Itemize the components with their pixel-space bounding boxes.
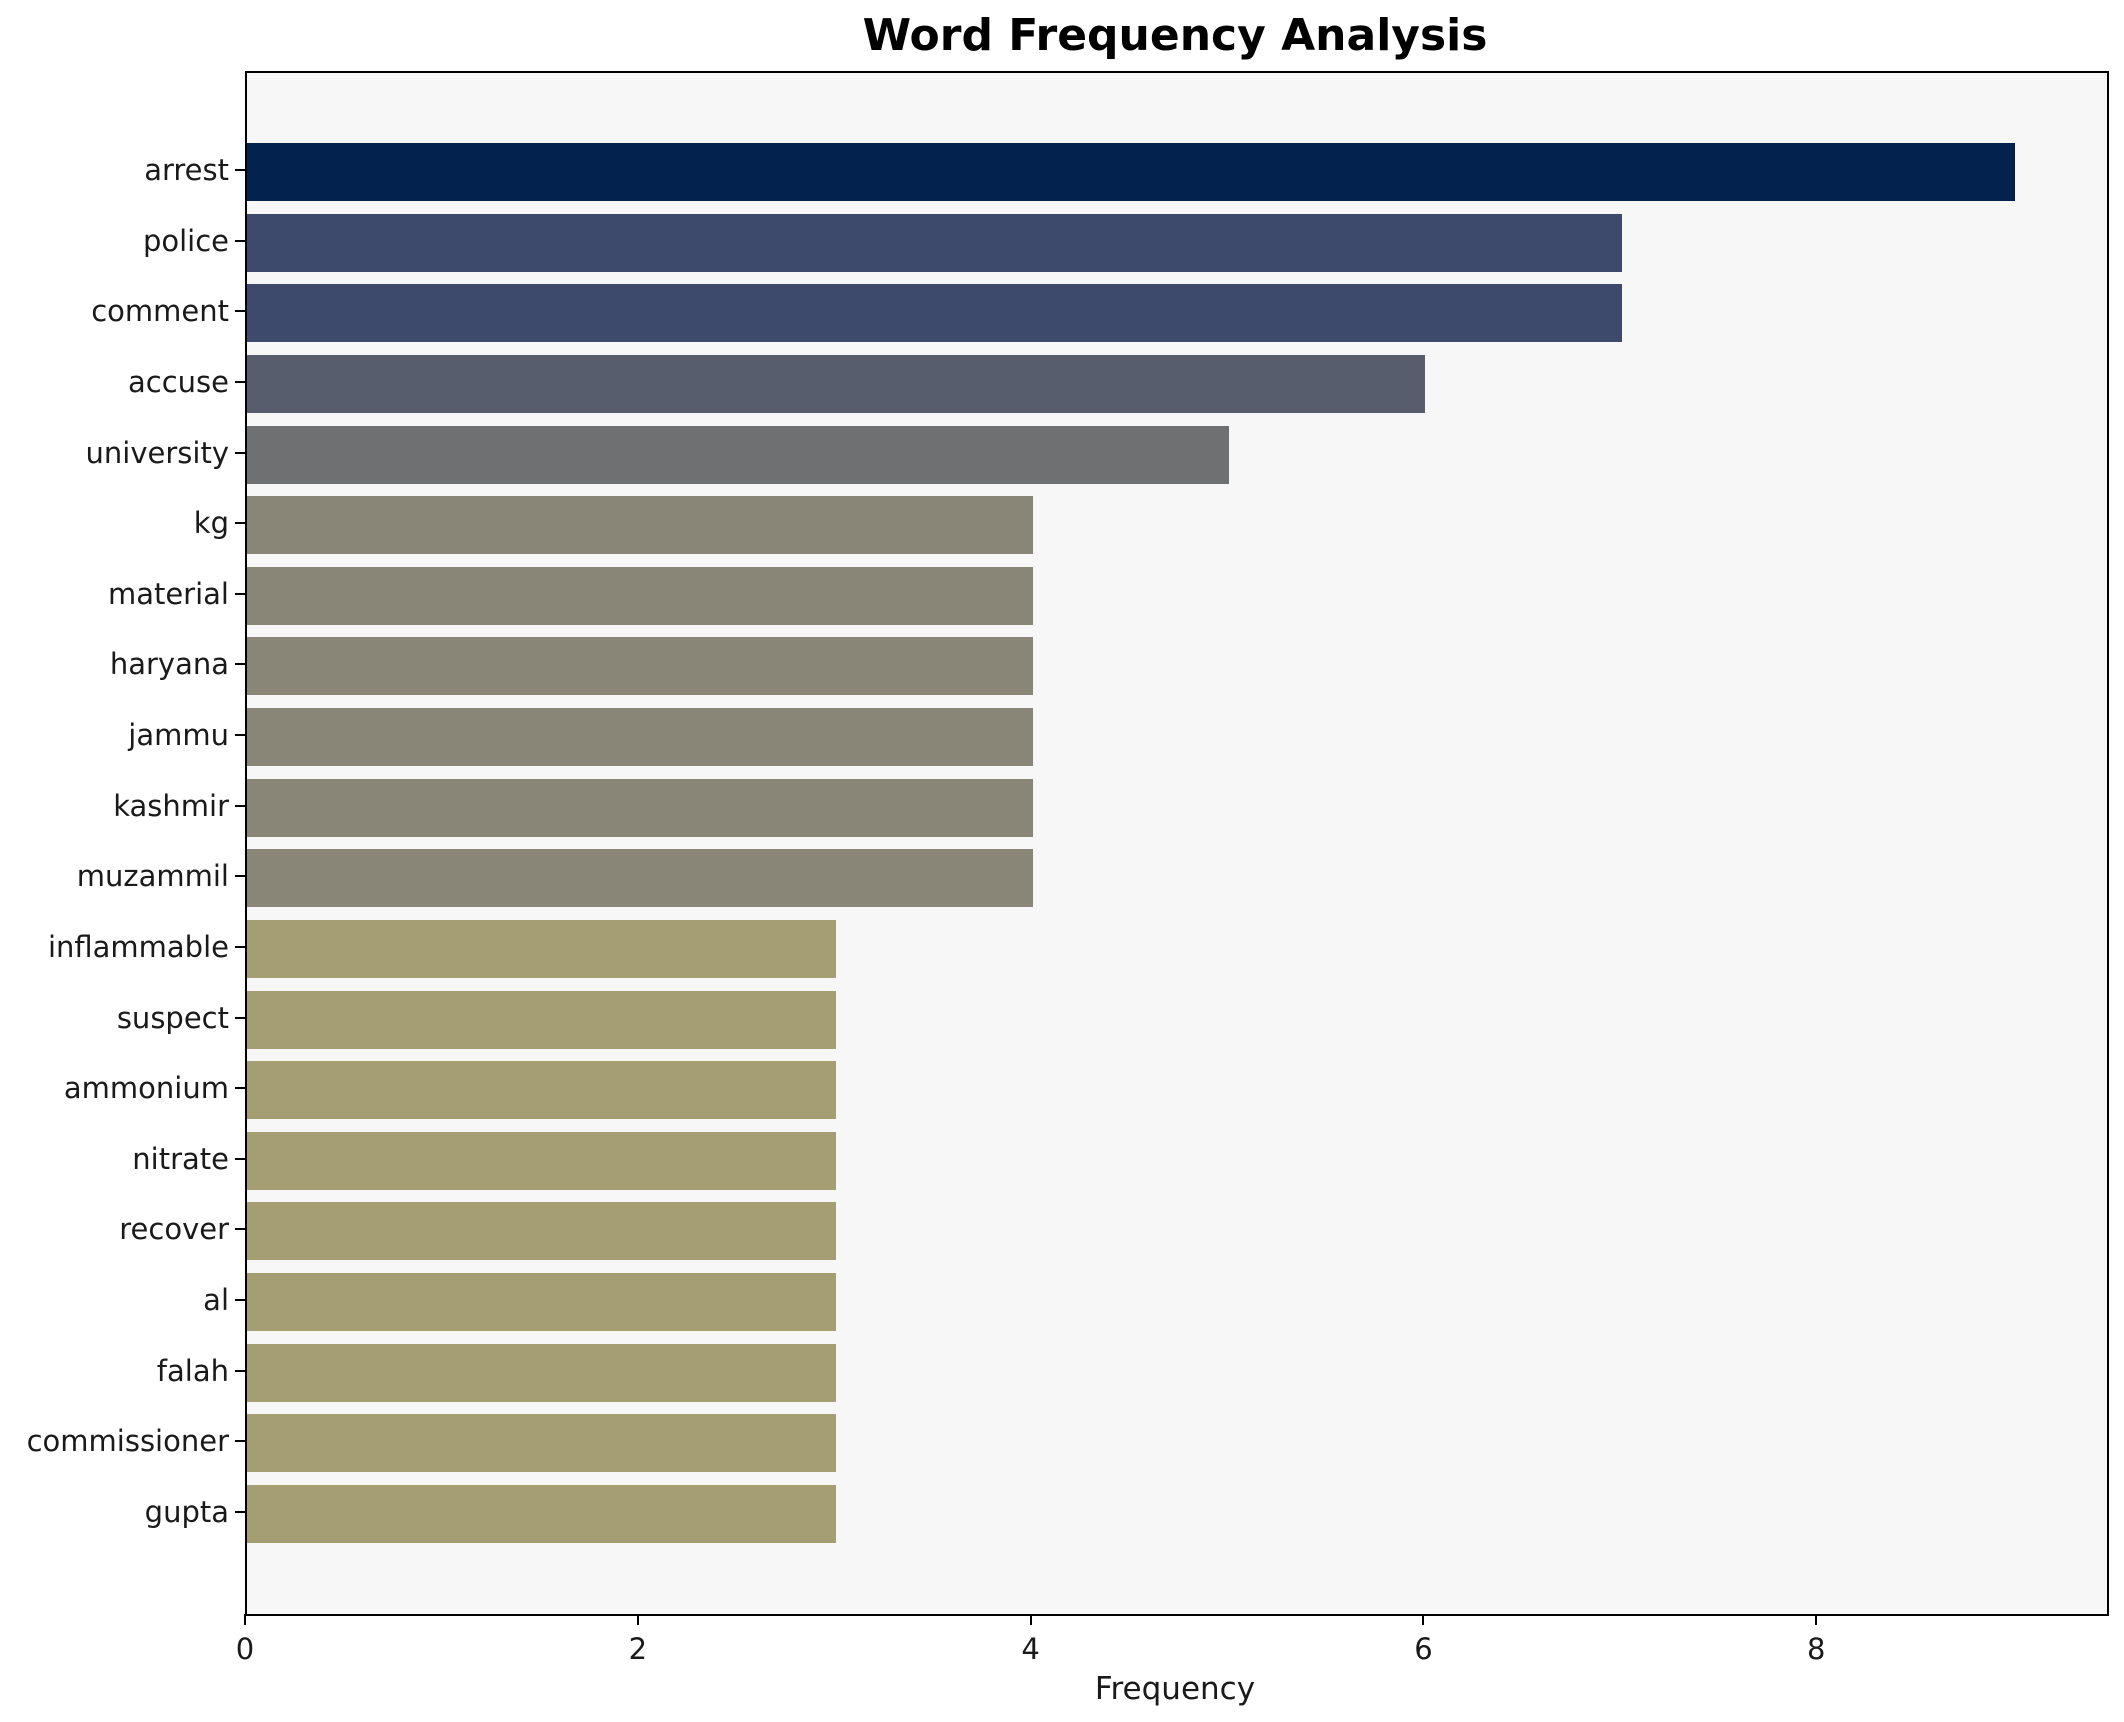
y-tick-mark [235, 1016, 245, 1019]
y-tick-label: recover [119, 1212, 229, 1247]
y-tick-mark [235, 945, 245, 948]
x-tick-mark [1815, 1614, 1818, 1625]
y-tick-label: comment [91, 294, 229, 329]
y-tick-label: accuse [128, 364, 229, 399]
x-tick-label: 2 [628, 1632, 648, 1666]
plot-area [245, 71, 2109, 1616]
y-tick-label: haryana [109, 647, 229, 682]
y-tick-mark [235, 1228, 245, 1231]
y-tick-label: muzammil [76, 859, 229, 894]
y-tick-label: suspect [116, 1000, 229, 1035]
bar-al [247, 1273, 837, 1332]
x-tick-label: 0 [235, 1632, 255, 1666]
x-tick-label: 8 [1807, 1632, 1826, 1666]
y-tick-mark [235, 804, 245, 807]
y-tick-mark [235, 239, 245, 242]
y-tick-label: gupta [144, 1494, 229, 1529]
y-tick-mark [235, 310, 245, 313]
y-tick-label: al [203, 1283, 229, 1318]
y-tick-label: jammu [128, 718, 229, 753]
bar-kashmir [247, 778, 1033, 837]
y-tick-mark [235, 875, 245, 878]
y-tick-label: nitrate [132, 1141, 229, 1176]
bar-inflammable [247, 919, 837, 978]
bar-arrest [247, 143, 2015, 201]
y-tick-label: university [85, 435, 229, 470]
x-tick-mark [244, 1614, 246, 1625]
x-tick-mark [1422, 1614, 1425, 1625]
bar-police [247, 213, 1622, 272]
y-tick-label: inflammable [47, 929, 229, 964]
bar-kg [247, 496, 1033, 555]
bar-suspect [247, 990, 837, 1049]
y-tick-label: kashmir [113, 788, 229, 823]
y-tick-mark [235, 1157, 245, 1160]
y-tick-label: commissioner [26, 1424, 229, 1459]
x-tick-label: 4 [1021, 1632, 1040, 1666]
y-tick-mark [235, 1369, 245, 1372]
y-tick-mark [235, 1510, 245, 1513]
x-tick-mark [1029, 1614, 1032, 1625]
bar-gupta [247, 1484, 837, 1543]
bar-commissioner [247, 1414, 837, 1473]
y-tick-mark [235, 522, 245, 525]
y-tick-label: police [142, 223, 229, 258]
y-tick-mark [235, 592, 245, 595]
bar-material [247, 566, 1033, 625]
y-tick-mark [235, 169, 245, 171]
x-axis-label: Frequency [1094, 1671, 1256, 1707]
bar-muzammil [247, 849, 1033, 908]
y-tick-label: material [107, 576, 229, 611]
y-tick-label: kg [193, 506, 229, 541]
y-tick-label: arrest [144, 153, 229, 187]
x-tick-mark [636, 1614, 639, 1625]
bar-accuse [247, 354, 1426, 413]
y-tick-label: falah [156, 1353, 229, 1388]
y-tick-mark [235, 734, 245, 737]
x-tick-label: 6 [1414, 1632, 1433, 1666]
y-tick-mark [235, 1299, 245, 1302]
y-tick-mark [235, 451, 245, 454]
y-tick-mark [235, 380, 245, 383]
bar-jammu [247, 708, 1033, 767]
bar-haryana [247, 637, 1033, 696]
y-tick-mark [235, 1440, 245, 1443]
bar-ammonium [247, 1061, 837, 1120]
bar-recover [247, 1202, 837, 1261]
bar-university [247, 425, 1230, 484]
y-tick-mark [235, 1087, 245, 1090]
y-tick-mark [235, 663, 245, 666]
bar-nitrate [247, 1131, 837, 1190]
bar-falah [247, 1343, 837, 1402]
chart-title: Word Frequency Analysis [862, 10, 1488, 61]
bar-comment [247, 284, 1622, 343]
y-tick-label: ammonium [63, 1071, 229, 1106]
